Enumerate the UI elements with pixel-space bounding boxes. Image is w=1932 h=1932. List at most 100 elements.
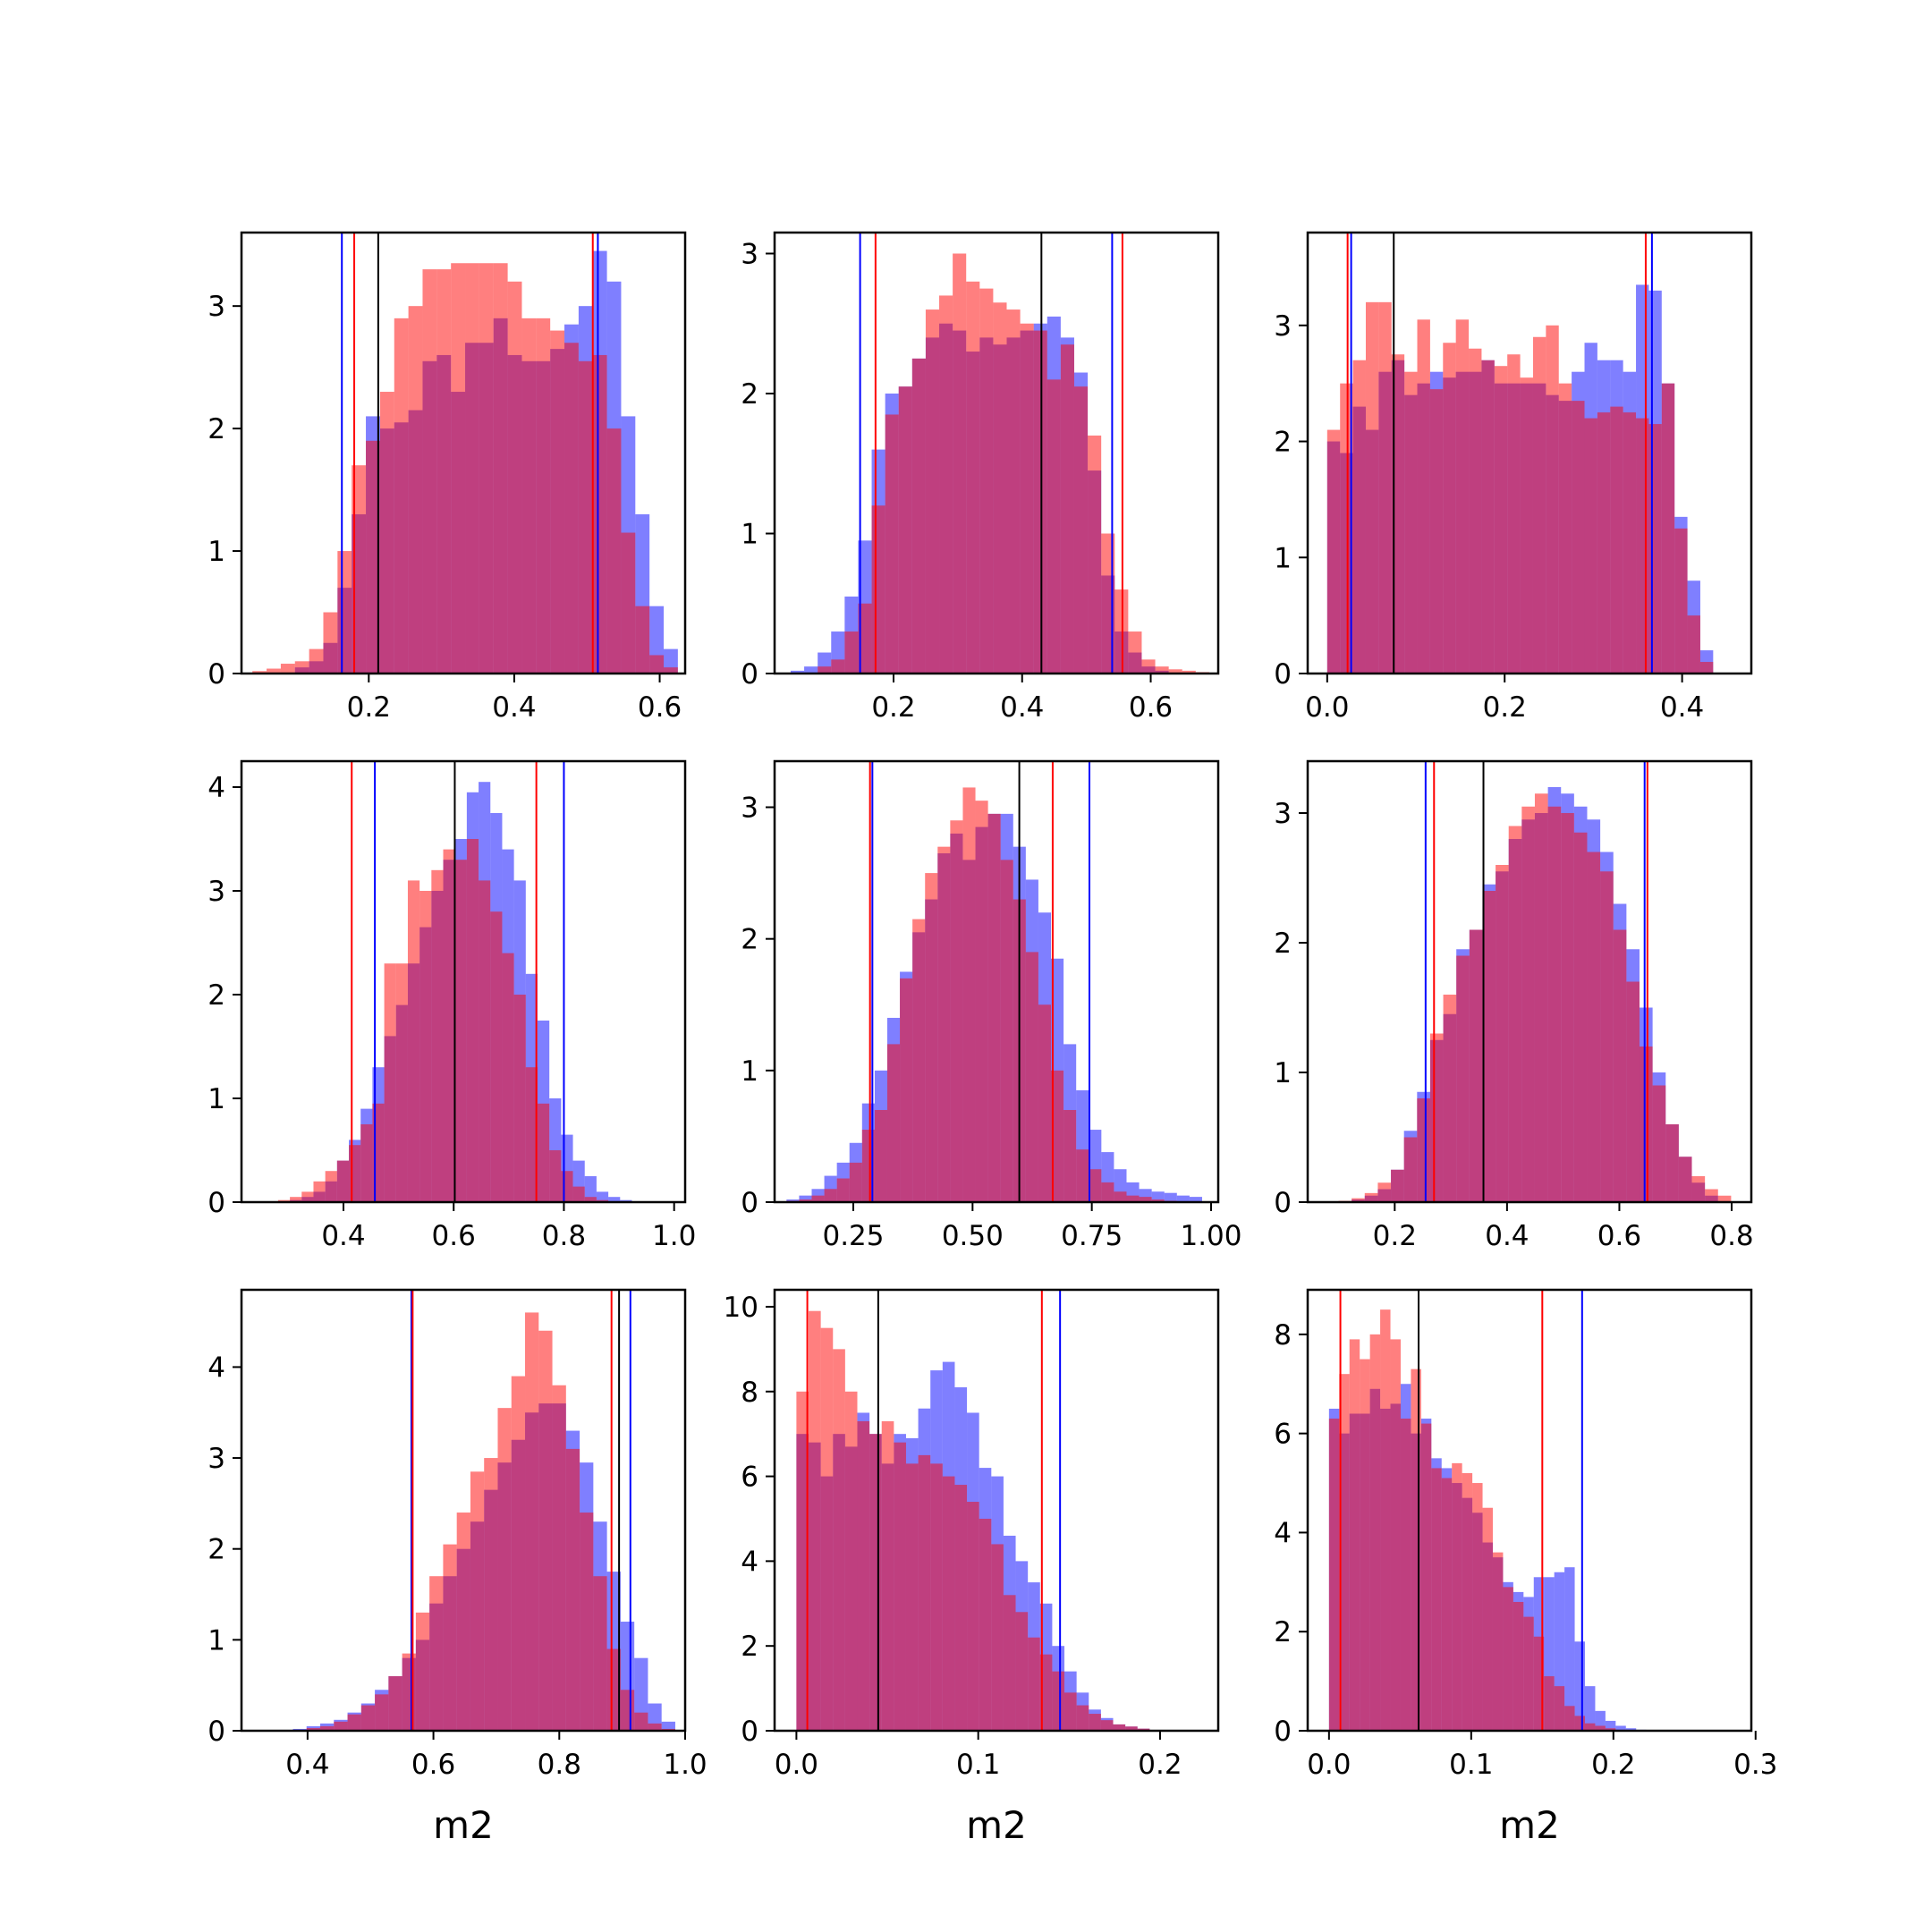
histogram-bar (1520, 377, 1533, 674)
histogram-bar (1558, 383, 1572, 674)
histogram-bar (552, 1385, 566, 1731)
histogram-bar (470, 1471, 485, 1731)
histogram-bar (443, 1544, 457, 1731)
histogram-bar (1462, 1472, 1473, 1731)
histogram-bar (1513, 1601, 1524, 1731)
histogram-bar (1151, 1199, 1165, 1202)
histogram-bar (1089, 1714, 1101, 1731)
histogram-bar (1403, 1137, 1418, 1202)
histogram-bar (1126, 1195, 1140, 1202)
histogram-bar (493, 263, 508, 674)
histogram-bar (1564, 1567, 1575, 1731)
y-tick-label: 2 (741, 924, 758, 956)
histogram-bar (1482, 891, 1496, 1202)
histogram-bar (1089, 1169, 1102, 1202)
y-tick-label: 2 (741, 378, 758, 411)
y-tick-label: 1 (208, 1083, 225, 1115)
histogram-bar (1141, 659, 1156, 674)
x-tick-label: 0.4 (1485, 1220, 1529, 1252)
plot-area (1338, 761, 1732, 1202)
histogram-bar (1636, 418, 1649, 674)
histogram-bar (918, 1454, 931, 1731)
histogram-bar (572, 1186, 585, 1202)
histogram-bar (1100, 1720, 1114, 1731)
histogram-bar (1597, 412, 1611, 674)
histogram-bar (1661, 383, 1675, 674)
histogram-bar (849, 1162, 862, 1202)
y-tick-label: 0 (208, 658, 225, 691)
histogram-bar (375, 1694, 389, 1731)
histogram-bar (1051, 1070, 1064, 1202)
y-tick-label: 10 (724, 1292, 758, 1324)
x-tick-label: 0.4 (1660, 691, 1704, 724)
histogram-bar (1139, 1197, 1152, 1202)
x-tick-label: 0.2 (1483, 691, 1527, 724)
histogram-bar (950, 820, 963, 1202)
histogram-bar (844, 631, 859, 674)
histogram-bar (1349, 1339, 1360, 1731)
y-tick-label: 2 (1274, 928, 1292, 960)
histogram-bar (1400, 1419, 1411, 1731)
histogram-bar (1390, 1339, 1401, 1731)
y-tick-label: 2 (208, 979, 225, 1012)
histogram-bar (858, 603, 872, 674)
histogram-bar (1600, 871, 1614, 1202)
histogram-bar (1417, 319, 1430, 674)
histogram-bar (967, 1502, 979, 1731)
histogram-bar (349, 1145, 361, 1202)
histogram-bar (1584, 418, 1597, 674)
histogram-bar (930, 1463, 943, 1731)
histogram-bar (1587, 852, 1601, 1202)
histogram-bar (323, 612, 338, 674)
histogram-bar (525, 1312, 539, 1731)
histogram-bar (402, 1653, 416, 1731)
histogram-panel-6: 0.2 0.4 0.6 0.8 0 1 2 3 (1274, 759, 1754, 1252)
histogram-bar (456, 1513, 470, 1731)
histogram-bar (1544, 1577, 1555, 1731)
plot-area (277, 761, 632, 1202)
y-tick-label: 6 (741, 1462, 758, 1494)
histogram-bar (384, 963, 396, 1202)
histogram-bar (796, 1391, 809, 1731)
y-tick-label: 3 (208, 291, 225, 323)
histogram-bar (415, 1612, 430, 1731)
y-tick-label: 8 (741, 1377, 758, 1409)
histogram-bar (337, 551, 352, 674)
histogram-bar (490, 911, 503, 1202)
plot-area (796, 1290, 1162, 1731)
histogram-bar (979, 288, 994, 674)
histogram-bar (635, 606, 650, 674)
histogram-bar (1064, 1692, 1077, 1731)
x-tick-label: 0.25 (822, 1220, 884, 1252)
histogram-bar (408, 306, 423, 674)
histogram-bar (1595, 1725, 1606, 1731)
y-tick-label: 4 (741, 1546, 758, 1578)
histogram-bar (1652, 1085, 1666, 1202)
x-tick-label: 0.6 (638, 691, 682, 724)
histogram-bar (267, 668, 281, 674)
y-tick-label: 6 (1274, 1419, 1292, 1451)
x-tick-label: 0.0 (1305, 691, 1349, 724)
histogram-bar (1380, 1309, 1391, 1731)
axes-frame (240, 759, 687, 1204)
x-axis-label: m2 (966, 1803, 1027, 1847)
histogram-bar (1340, 383, 1353, 674)
histogram-bar (1326, 429, 1341, 674)
histogram-bar (871, 505, 886, 674)
histogram-bar (1006, 309, 1021, 674)
histogram-bar (1038, 1004, 1052, 1202)
histogram-bar (294, 661, 309, 674)
histogram-bar (991, 1544, 1004, 1731)
histogram-bar (1615, 1725, 1626, 1731)
histogram-bar (1547, 806, 1562, 1202)
histogram-bar (507, 281, 522, 674)
histogram-bar (1523, 1616, 1534, 1731)
histogram-bar (1585, 1686, 1596, 1731)
histogram-bar (1000, 860, 1013, 1202)
histogram-bar (1481, 360, 1495, 674)
x-tick-label: 0.0 (1307, 1749, 1351, 1781)
histogram-bar (1328, 1419, 1340, 1731)
histogram-bar (1365, 301, 1379, 674)
histogram-bar (831, 659, 845, 674)
histogram-bar (1534, 793, 1548, 1202)
